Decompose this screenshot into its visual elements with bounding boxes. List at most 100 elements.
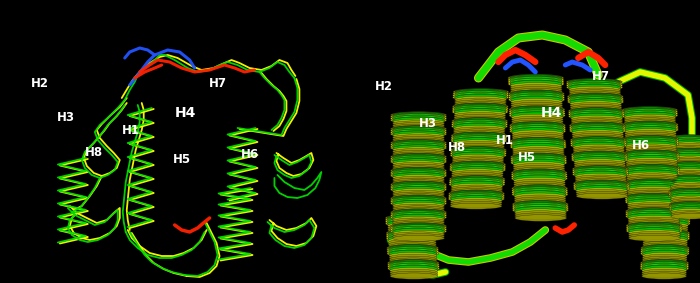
Ellipse shape	[511, 175, 568, 183]
Ellipse shape	[643, 216, 689, 223]
Ellipse shape	[514, 187, 566, 194]
Ellipse shape	[393, 226, 444, 233]
Ellipse shape	[450, 152, 506, 159]
Ellipse shape	[671, 210, 700, 216]
Ellipse shape	[387, 220, 435, 227]
Ellipse shape	[668, 161, 700, 168]
Ellipse shape	[669, 137, 700, 143]
Ellipse shape	[669, 152, 700, 158]
Ellipse shape	[570, 101, 622, 107]
Ellipse shape	[626, 190, 679, 196]
Ellipse shape	[628, 222, 680, 229]
Ellipse shape	[452, 123, 508, 130]
Ellipse shape	[393, 173, 444, 179]
Ellipse shape	[512, 136, 564, 142]
Ellipse shape	[393, 129, 444, 136]
Ellipse shape	[572, 132, 624, 138]
Ellipse shape	[454, 116, 505, 122]
Ellipse shape	[573, 167, 629, 174]
Ellipse shape	[513, 164, 565, 170]
Ellipse shape	[623, 151, 680, 159]
Ellipse shape	[622, 108, 678, 115]
Ellipse shape	[393, 119, 444, 125]
Ellipse shape	[389, 261, 438, 268]
Ellipse shape	[391, 169, 447, 176]
Ellipse shape	[388, 261, 440, 269]
Ellipse shape	[454, 129, 505, 135]
Ellipse shape	[643, 237, 688, 244]
Ellipse shape	[391, 172, 447, 179]
Ellipse shape	[628, 210, 680, 216]
Ellipse shape	[567, 95, 624, 102]
Text: H1: H1	[122, 124, 140, 137]
Ellipse shape	[514, 195, 566, 201]
Ellipse shape	[513, 167, 565, 174]
Ellipse shape	[668, 151, 700, 158]
Ellipse shape	[391, 200, 447, 207]
Ellipse shape	[628, 224, 680, 231]
Ellipse shape	[514, 211, 566, 217]
Ellipse shape	[626, 186, 678, 192]
Ellipse shape	[671, 199, 700, 204]
Ellipse shape	[508, 74, 564, 82]
Ellipse shape	[513, 173, 565, 180]
Ellipse shape	[643, 222, 688, 229]
Ellipse shape	[510, 137, 566, 145]
Ellipse shape	[452, 106, 508, 114]
Ellipse shape	[576, 191, 628, 198]
Ellipse shape	[671, 187, 700, 192]
Ellipse shape	[512, 138, 564, 145]
Ellipse shape	[626, 222, 682, 229]
Ellipse shape	[391, 226, 447, 233]
Ellipse shape	[514, 193, 566, 200]
Ellipse shape	[670, 163, 700, 169]
Ellipse shape	[452, 147, 505, 153]
Ellipse shape	[670, 167, 700, 173]
Ellipse shape	[452, 154, 504, 160]
Ellipse shape	[626, 207, 682, 215]
Ellipse shape	[452, 152, 504, 159]
Ellipse shape	[626, 159, 678, 165]
Ellipse shape	[626, 163, 678, 169]
Ellipse shape	[569, 122, 625, 129]
Ellipse shape	[508, 78, 564, 86]
Ellipse shape	[387, 248, 439, 256]
Ellipse shape	[568, 109, 624, 116]
Ellipse shape	[642, 261, 687, 268]
Ellipse shape	[571, 122, 623, 129]
Ellipse shape	[512, 153, 564, 160]
Ellipse shape	[510, 87, 562, 93]
Ellipse shape	[393, 222, 444, 227]
Ellipse shape	[388, 263, 440, 271]
Ellipse shape	[574, 160, 626, 167]
Ellipse shape	[668, 163, 700, 170]
Ellipse shape	[626, 188, 679, 194]
Ellipse shape	[393, 145, 444, 151]
Ellipse shape	[514, 215, 567, 221]
Ellipse shape	[566, 82, 622, 89]
Ellipse shape	[393, 147, 444, 153]
Ellipse shape	[671, 193, 700, 199]
Ellipse shape	[668, 166, 700, 173]
Ellipse shape	[643, 224, 688, 231]
Ellipse shape	[627, 201, 679, 207]
Ellipse shape	[626, 185, 678, 191]
Ellipse shape	[513, 175, 566, 182]
Ellipse shape	[393, 121, 444, 127]
Ellipse shape	[643, 235, 688, 242]
Ellipse shape	[669, 191, 700, 198]
Ellipse shape	[393, 155, 444, 162]
Ellipse shape	[510, 80, 562, 87]
Ellipse shape	[454, 121, 505, 128]
Ellipse shape	[573, 185, 629, 192]
Ellipse shape	[573, 180, 629, 187]
Ellipse shape	[627, 197, 679, 203]
Ellipse shape	[571, 119, 623, 125]
Ellipse shape	[512, 128, 564, 135]
Ellipse shape	[453, 92, 509, 99]
Ellipse shape	[455, 92, 507, 99]
Ellipse shape	[452, 119, 508, 127]
Ellipse shape	[512, 148, 564, 154]
Ellipse shape	[668, 148, 700, 155]
Ellipse shape	[510, 76, 562, 83]
